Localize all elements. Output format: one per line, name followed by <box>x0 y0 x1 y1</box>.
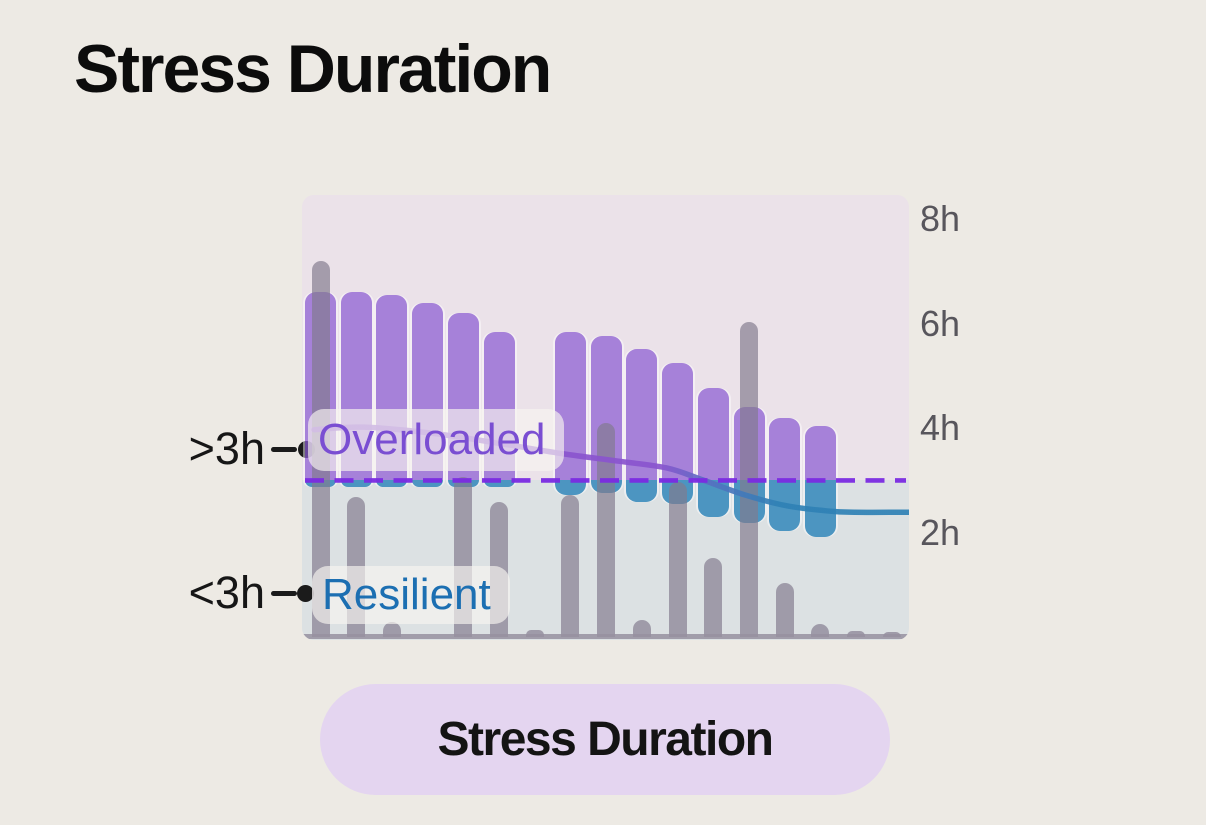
stress-bar-below-segment <box>376 480 408 488</box>
stress-bar-above-segment <box>697 388 729 481</box>
overloaded-zone-text: Overloaded <box>318 415 546 464</box>
y-axis-tick-8h: 8h <box>920 198 961 240</box>
annotation-connector-dash-bottom <box>271 591 297 596</box>
ambient-gray-bar <box>632 619 651 637</box>
stress-duration-pill-button[interactable]: Stress Duration <box>320 684 890 795</box>
ambient-gray-bar <box>597 422 616 637</box>
threshold-below-annotation: <3h <box>188 567 265 618</box>
stress-bar-above-segment <box>769 417 801 481</box>
pill-label: Stress Duration <box>437 713 774 766</box>
stress-duration-chart: Overloaded Resilient <box>302 195 909 640</box>
resilient-zone-text: Resilient <box>322 570 491 619</box>
ambient-gray-bar <box>668 481 687 637</box>
annotation-connector-dash-top <box>271 447 297 452</box>
resilient-zone-label: Resilient <box>312 566 510 624</box>
ambient-gray-bar <box>775 583 794 637</box>
stress-bar-above-segment <box>662 362 694 481</box>
ambient-gray-bar <box>811 623 830 637</box>
y-axis-tick-2h: 2h <box>920 511 961 553</box>
stress-bar-below-segment <box>340 480 372 488</box>
ambient-gray-bar <box>525 630 544 637</box>
ambient-gray-bar <box>561 495 580 637</box>
stress-bar-below-segment <box>554 480 586 495</box>
stress-bar-above-segment <box>626 348 658 481</box>
ambient-gray-bar <box>382 621 401 637</box>
stress-bar-below-segment <box>412 480 444 488</box>
annotation-connector-dot-bottom <box>297 585 314 602</box>
chart-baseline <box>302 634 909 639</box>
threshold-above-annotation: >3h <box>188 423 265 474</box>
y-axis-tick-6h: 6h <box>920 302 961 344</box>
page-title: Stress Duration <box>74 31 552 107</box>
ambient-gray-bar <box>704 558 723 637</box>
y-axis-tick-4h: 4h <box>920 407 961 449</box>
stress-bar-below-segment <box>483 480 515 488</box>
overloaded-zone-label: Overloaded <box>308 409 564 471</box>
stress-bar-above-segment <box>804 425 836 481</box>
stress-bar-below-segment <box>626 480 658 502</box>
